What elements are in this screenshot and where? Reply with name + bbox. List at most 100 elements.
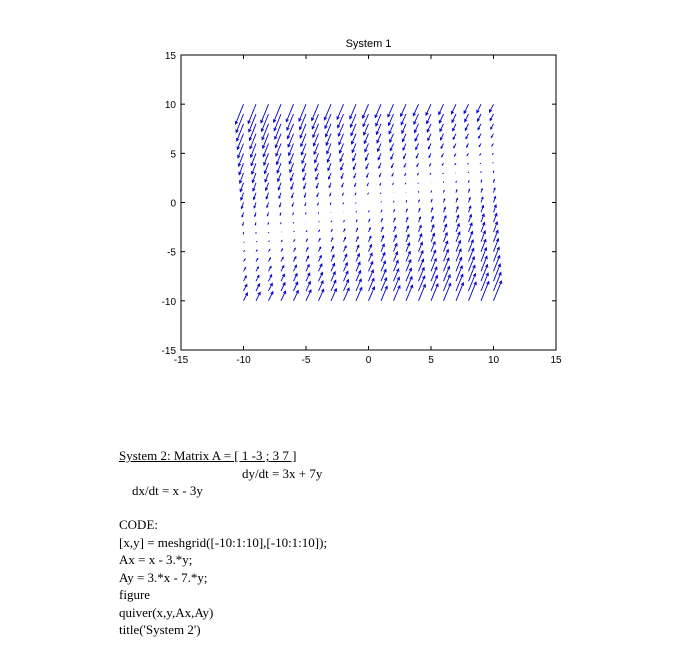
quiver-arrow bbox=[443, 248, 449, 262]
quiver-arrow bbox=[393, 284, 401, 302]
quiver-arrow bbox=[441, 153, 444, 158]
quiver-arrow bbox=[238, 172, 244, 185]
quiver-arrow bbox=[404, 182, 407, 185]
quiver-arrow bbox=[405, 199, 408, 203]
quiver-arrow bbox=[262, 133, 269, 150]
quiver-arrow bbox=[480, 272, 489, 292]
quiver-arrow bbox=[428, 153, 432, 159]
quiver-arrow bbox=[430, 274, 439, 292]
quiver-arrow bbox=[493, 204, 497, 213]
quiver-arrow bbox=[240, 202, 244, 210]
quiver-arrow bbox=[415, 143, 419, 151]
quiver-arrow bbox=[267, 222, 269, 226]
quiver-arrow bbox=[368, 226, 371, 233]
quiver-arrow bbox=[247, 103, 257, 125]
quiver-arrow bbox=[340, 162, 344, 171]
quiver-arrow bbox=[338, 133, 344, 146]
quiver-arrow bbox=[268, 265, 272, 272]
quiver-arrow bbox=[455, 273, 464, 292]
quiver-arrow bbox=[241, 212, 244, 218]
x-tick-label: 5 bbox=[428, 355, 434, 366]
quiver-arrow bbox=[480, 238, 487, 252]
quiver-arrow bbox=[304, 202, 307, 207]
quiver-arrow bbox=[293, 272, 298, 282]
quiver-arrow bbox=[418, 266, 425, 282]
quiver-arrow bbox=[312, 123, 319, 139]
x-tick-label: 10 bbox=[488, 355, 500, 366]
quiver-arrow bbox=[254, 222, 257, 226]
quiver-arrow bbox=[255, 274, 260, 282]
quiver-arrow bbox=[276, 163, 282, 174]
quiver-arrow bbox=[418, 199, 420, 203]
quiver-arrow bbox=[393, 234, 397, 243]
quiver-arrow bbox=[467, 162, 469, 165]
quiver-arrow bbox=[286, 123, 294, 140]
quiver-arrow bbox=[315, 182, 319, 189]
quiver-arrow bbox=[363, 123, 369, 136]
quiver-arrow bbox=[480, 196, 484, 203]
quiver-arrow bbox=[413, 113, 419, 126]
quiver-arrow bbox=[302, 172, 307, 182]
quiver-arrow bbox=[405, 208, 408, 213]
quiver-arrow bbox=[266, 202, 269, 209]
quiver-arrow bbox=[490, 123, 494, 130]
x-tick-label: -5 bbox=[302, 355, 311, 366]
quiver-arrow bbox=[235, 113, 244, 134]
quiver-arrow bbox=[362, 113, 369, 128]
quiver-arrows bbox=[234, 103, 503, 302]
quiver-arrow bbox=[248, 123, 257, 142]
quiver-arrow bbox=[355, 286, 363, 302]
quiver-arrow bbox=[355, 269, 362, 282]
quiver-arrow bbox=[468, 213, 473, 223]
y-tick-label: 0 bbox=[170, 199, 176, 210]
quiver-arrow bbox=[426, 113, 432, 125]
quiver-arrow bbox=[343, 228, 346, 233]
quiver-arrow bbox=[280, 290, 287, 302]
quiver-arrow bbox=[418, 249, 424, 262]
quiver-arrow bbox=[393, 276, 400, 292]
quiver-arrow bbox=[450, 103, 457, 115]
quiver-arrow bbox=[237, 153, 244, 168]
quiver-arrow bbox=[380, 268, 387, 282]
quiver-arrow bbox=[311, 113, 319, 130]
quiver-arrow bbox=[353, 172, 357, 179]
quiver-arrow bbox=[255, 291, 261, 302]
code-line: quiver(x,y,Ax,Ay) bbox=[119, 604, 214, 620]
quiver-arrow bbox=[253, 202, 257, 209]
quiver-arrow bbox=[262, 143, 269, 158]
quiver-arrow bbox=[243, 258, 246, 262]
quiver-arrow bbox=[355, 278, 362, 292]
quiver-arrow bbox=[440, 133, 444, 141]
quiver-arrow bbox=[330, 228, 333, 233]
quiver-arrow bbox=[355, 261, 361, 272]
quiver-arrow bbox=[443, 206, 446, 213]
quiver-arrow bbox=[249, 143, 257, 159]
quiver-arrow bbox=[341, 192, 344, 197]
quiver-arrow bbox=[443, 231, 448, 242]
quiver-arrow bbox=[273, 113, 282, 132]
quiver-arrow bbox=[380, 285, 388, 302]
quiver-arrow bbox=[364, 143, 369, 153]
quiver-arrow bbox=[293, 264, 297, 272]
quiver-arrow bbox=[318, 237, 321, 243]
quiver-arrow bbox=[336, 103, 344, 121]
quiver-arrow bbox=[453, 153, 457, 157]
quiver-arrow bbox=[277, 172, 282, 183]
quiver-arrow bbox=[337, 123, 344, 138]
code-label: CODE: bbox=[119, 517, 158, 532]
quiver-arrow bbox=[287, 133, 294, 148]
quiver-arrow bbox=[443, 240, 449, 252]
quiver-arrow bbox=[274, 133, 282, 149]
quiver-arrow bbox=[430, 207, 434, 213]
quiver-arrow bbox=[352, 153, 357, 162]
quiver-arrow bbox=[254, 212, 257, 218]
quiver-arrow bbox=[330, 270, 336, 282]
quiver-arrow bbox=[491, 143, 494, 147]
quiver-arrow bbox=[330, 245, 334, 252]
quiver-arrow bbox=[390, 153, 394, 160]
quiver-arrow bbox=[393, 251, 399, 262]
quiver-arrow bbox=[330, 237, 334, 243]
quiver-arrow bbox=[368, 286, 376, 302]
quiver-arrow bbox=[480, 229, 486, 242]
quiver-arrow bbox=[363, 133, 369, 145]
